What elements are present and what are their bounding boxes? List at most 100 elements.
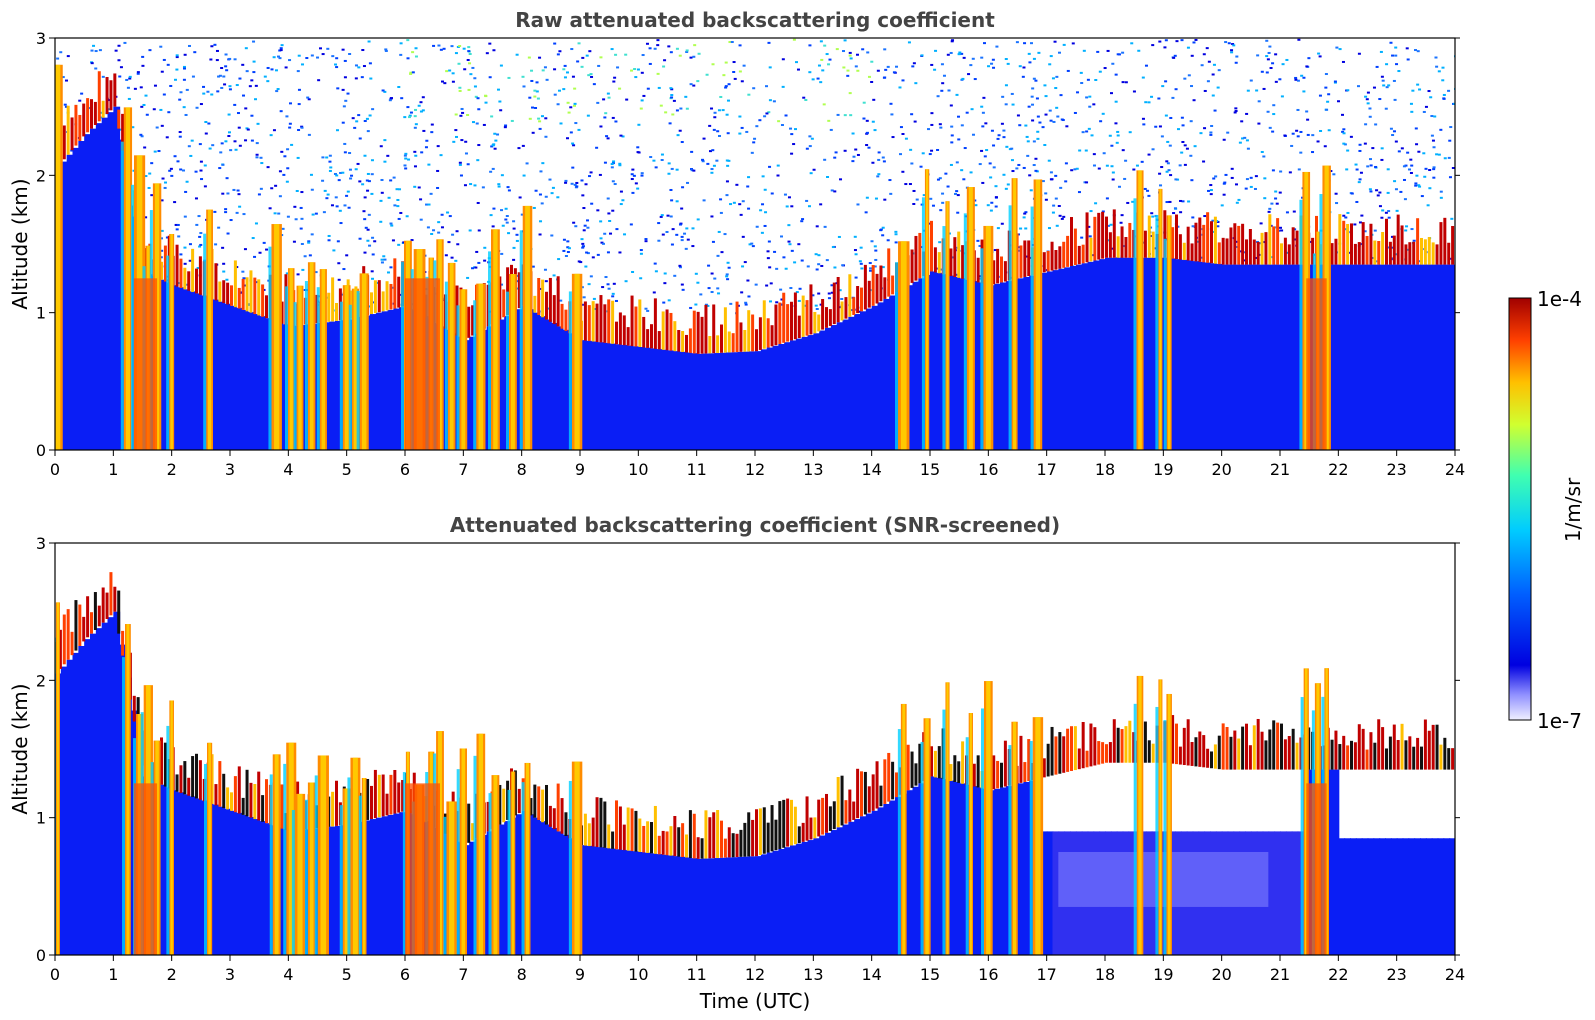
noise-speck xyxy=(761,175,765,178)
noise-speck xyxy=(285,272,289,275)
cloud-streak xyxy=(370,292,373,315)
noise-speck xyxy=(869,269,873,272)
noise-speck xyxy=(1243,136,1247,139)
boundary-layer-column xyxy=(1227,264,1235,450)
cloud-streak xyxy=(1108,232,1112,258)
cloud-streak xyxy=(179,258,183,288)
cloud-streak xyxy=(183,267,187,290)
cloud-streak xyxy=(517,788,521,814)
noise-speck xyxy=(669,188,673,191)
precipitation-edge xyxy=(166,255,170,450)
noise-speck xyxy=(1053,40,1057,43)
noise-speck xyxy=(1022,216,1026,219)
noise-speck xyxy=(645,42,649,45)
noise-speck xyxy=(891,136,895,139)
cloud-streak xyxy=(793,806,797,845)
x-tick-label: 16 xyxy=(978,460,998,479)
precipitation-edge xyxy=(122,657,126,955)
noise-speck xyxy=(163,186,167,189)
noise-speck xyxy=(203,185,207,188)
noise-speck xyxy=(811,78,815,81)
noise-speck xyxy=(276,55,280,58)
noise-speck xyxy=(710,215,714,218)
noise-speck xyxy=(140,105,144,108)
noise-speck xyxy=(329,166,333,169)
cloud-streak xyxy=(661,830,665,855)
noise-speck xyxy=(432,229,436,232)
cloud-streak xyxy=(1338,214,1342,265)
noise-speck xyxy=(562,68,566,71)
boundary-layer-column xyxy=(1017,278,1025,450)
noise-speck xyxy=(1245,112,1249,115)
noise-speck xyxy=(314,212,318,215)
cloud-streak xyxy=(650,324,653,349)
noise-speck xyxy=(1318,94,1322,97)
noise-speck xyxy=(1116,134,1120,137)
noise-speck xyxy=(393,204,397,207)
cloud-streak xyxy=(1256,241,1260,265)
noise-speck xyxy=(1258,242,1262,245)
noise-speck xyxy=(344,99,348,102)
cloud-streak xyxy=(1412,241,1416,265)
noise-speck xyxy=(343,59,347,62)
cloud-streak xyxy=(1447,242,1451,265)
noise-speck xyxy=(775,301,779,304)
noise-speck xyxy=(321,156,325,159)
noise-speck xyxy=(1015,41,1019,44)
noise-speck xyxy=(815,225,819,228)
precipitation-edge xyxy=(920,741,924,955)
noise-speck xyxy=(669,215,673,218)
cloud-streak xyxy=(541,789,545,823)
noise-speck xyxy=(726,261,730,264)
noise-speck xyxy=(351,117,355,120)
noise-speck xyxy=(1052,120,1056,123)
precipitation-edge xyxy=(203,764,207,955)
boundary-layer-column xyxy=(860,311,867,450)
cloud-streak xyxy=(113,586,117,612)
noise-speck xyxy=(183,53,187,56)
boundary-layer-column xyxy=(235,307,243,450)
cloud-streak xyxy=(1396,214,1400,265)
boundary-layer-column xyxy=(1408,838,1416,955)
noise-speck xyxy=(727,266,731,269)
noise-speck xyxy=(1237,198,1241,201)
noise-speck xyxy=(1246,147,1250,150)
precipitation-core xyxy=(525,205,530,450)
noise-speck xyxy=(981,111,985,114)
noise-speck xyxy=(652,291,656,294)
noise-speck xyxy=(1216,86,1220,89)
boundary-layer-column xyxy=(90,128,97,450)
precipitation-core xyxy=(56,602,59,955)
noise-speck xyxy=(1037,51,1041,54)
noise-speck xyxy=(189,154,193,157)
boundary-layer-column xyxy=(976,282,984,450)
noise-speck xyxy=(220,67,224,70)
cloud-streak xyxy=(1182,727,1186,766)
noise-speck xyxy=(223,83,227,86)
boundary-layer-column xyxy=(1058,268,1066,450)
noise-speck xyxy=(780,235,784,238)
boundary-layer-column xyxy=(673,351,681,450)
noise-speck xyxy=(1181,124,1185,127)
x-tick-label: 5 xyxy=(342,965,352,984)
cloud-streak xyxy=(673,815,677,857)
boundary-layer-column xyxy=(1256,264,1264,450)
boundary-layer-column xyxy=(1390,838,1398,955)
noise-speck xyxy=(954,192,958,195)
noise-speck xyxy=(950,125,954,128)
noise-speck xyxy=(98,49,102,52)
noise-speck xyxy=(865,119,869,122)
noise-speck xyxy=(804,98,808,101)
noise-speck xyxy=(1101,210,1105,213)
precipitation-edge xyxy=(1155,215,1159,450)
noise-speck xyxy=(491,225,495,228)
noise-speck xyxy=(1379,50,1383,53)
noise-speck xyxy=(710,291,714,294)
noise-speck xyxy=(989,176,993,179)
noise-speck xyxy=(299,206,303,209)
precipitation-edge xyxy=(304,281,308,450)
cloud-streak xyxy=(1147,740,1151,763)
noise-speck xyxy=(176,160,180,163)
noise-speck xyxy=(1450,217,1454,220)
noise-speck xyxy=(738,203,742,206)
